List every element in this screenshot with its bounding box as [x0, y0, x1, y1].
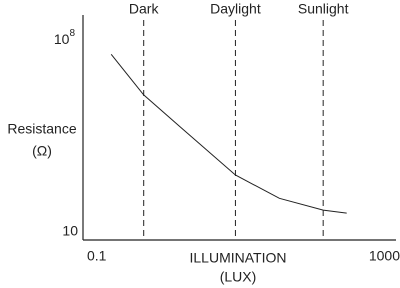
x-tick-label: 1000 — [369, 248, 400, 264]
y-tick-label: 108 — [54, 28, 76, 47]
y-tick-base: 10 — [54, 31, 70, 47]
annotation-label: Daylight — [210, 1, 261, 17]
annotation-label: Sunlight — [298, 1, 349, 17]
y-axis-label: Resistance — [7, 121, 76, 137]
x-axis-label: ILLUMINATION — [190, 250, 287, 266]
y-tick-label: 10 — [62, 223, 78, 239]
curve — [110, 53, 347, 214]
y-tick-exponent: 8 — [69, 28, 75, 39]
annotation-label: Dark — [129, 1, 160, 17]
x-axis-label: (LUX) — [220, 269, 257, 285]
x-tick-label: 0.1 — [87, 248, 107, 264]
y-axis-label: (Ω) — [32, 143, 52, 159]
